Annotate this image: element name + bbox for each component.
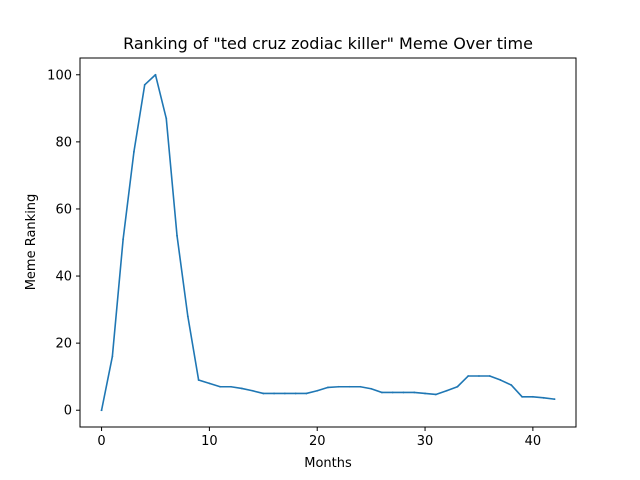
x-tick-label: 20	[309, 434, 326, 449]
data-point	[251, 389, 254, 392]
data-point	[111, 355, 114, 358]
data-point	[122, 238, 125, 241]
y-tick-label: 40	[55, 270, 72, 285]
data-point	[219, 385, 222, 388]
data-point	[531, 395, 534, 398]
y-tick-label: 60	[55, 202, 72, 217]
data-point	[165, 117, 168, 120]
data-point	[521, 395, 523, 398]
data-point	[197, 379, 200, 381]
data-point	[186, 315, 189, 318]
data-point	[133, 151, 135, 153]
data-point	[391, 391, 394, 394]
data-point	[294, 392, 297, 395]
axes-frame	[79, 57, 577, 428]
data-point	[467, 375, 470, 377]
x-axis: 0 10 20 30 40	[97, 427, 541, 449]
data-point	[273, 392, 275, 395]
y-tick-label: 100	[47, 68, 72, 83]
data-point	[542, 396, 545, 399]
data-point	[402, 391, 405, 394]
plot-area	[100, 73, 556, 412]
y-axis-title: Meme Ranking	[24, 194, 39, 291]
data-point	[434, 393, 437, 396]
x-tick-label: 10	[201, 434, 218, 449]
data-point	[176, 234, 178, 237]
data-point	[208, 382, 211, 385]
data-point	[488, 375, 491, 377]
chart-title: Ranking of "ted cruz zodiac killer" Meme…	[123, 34, 533, 53]
data-point	[305, 392, 308, 395]
y-tick-label: 20	[55, 337, 72, 352]
data-point	[100, 409, 103, 412]
data-point	[283, 392, 286, 395]
data-point	[359, 385, 362, 388]
data-point	[348, 385, 351, 388]
data-point	[510, 384, 513, 386]
data-point	[424, 392, 426, 395]
data-point	[478, 375, 480, 377]
data-point	[327, 386, 329, 389]
data-point	[413, 391, 416, 394]
y-tick-label: 80	[55, 135, 72, 150]
data-point	[499, 379, 502, 381]
data-point	[445, 389, 448, 392]
y-axis: 0 20 40 60 80 100	[47, 68, 80, 419]
data-point	[456, 385, 459, 388]
data-point	[154, 73, 157, 76]
data-point	[381, 391, 383, 394]
x-tick-label: 40	[525, 434, 542, 449]
data-point	[143, 83, 146, 86]
y-tick-label: 0	[64, 404, 72, 419]
data-point	[337, 385, 340, 388]
data-point	[316, 389, 319, 392]
x-tick-label: 30	[417, 434, 434, 449]
data-point	[553, 398, 556, 401]
x-tick-label: 0	[97, 434, 105, 449]
data-point	[370, 387, 373, 390]
x-axis-title: Months	[304, 456, 352, 471]
data-point	[262, 392, 265, 395]
data-point	[230, 385, 232, 388]
data-point	[240, 387, 243, 390]
